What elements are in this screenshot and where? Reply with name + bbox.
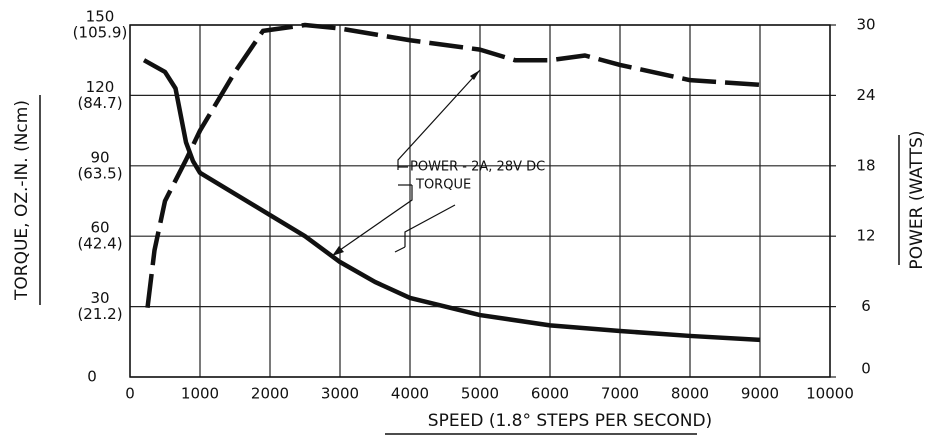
y-tick-label: 60 [90, 219, 109, 237]
leader-line [394, 246, 406, 253]
x-tick-label: 3000 [321, 385, 359, 403]
y-tick-sublabel: (63.5) [77, 164, 122, 182]
y-tick-label: 150 [86, 8, 115, 26]
x-tick-label: 7000 [601, 385, 639, 403]
leader-arrow [332, 246, 344, 256]
x-tick-label: 6000 [531, 385, 569, 403]
y-axis-title: TORQUE, OZ.-IN. (Ncm) [12, 100, 32, 301]
y2-tick-label: 24 [856, 86, 875, 104]
x-tick-label: 5000 [461, 385, 499, 403]
y-tick-sublabel: (42.4) [77, 235, 122, 253]
x-tick-label: 10000 [806, 385, 854, 403]
series-annotation: TORQUE [415, 178, 471, 193]
plot-frame [129, 24, 831, 378]
y-tick-sublabel: (84.7) [77, 94, 122, 112]
y-tick-label: 0 [87, 368, 97, 386]
x-tick-label: 4000 [391, 385, 429, 403]
x-tick-label: 8000 [671, 385, 709, 403]
leader-line [404, 204, 456, 247]
series-line [142, 58, 761, 343]
leader-arrow [470, 70, 480, 80]
x-tick-label: 2000 [251, 385, 289, 403]
y2-tick-label: 18 [856, 156, 875, 174]
y2-tick-label: 0 [861, 360, 871, 378]
y-tick-sublabel: (105.9) [73, 24, 128, 42]
y2-axis-title: POWER (WATTS) [907, 130, 927, 269]
y-tick-label: 30 [90, 289, 109, 307]
y2-tick-label: 6 [861, 297, 871, 315]
y2-tick-label: 12 [856, 227, 875, 245]
x-axis-title: SPEED (1.8° STEPS PER SECOND) [428, 411, 712, 431]
y-tick-label: 120 [86, 78, 115, 96]
leader-line [339, 185, 413, 251]
series-annotation: POWER - 2A, 28V DC [410, 160, 545, 175]
x-tick-label: 0 [125, 385, 135, 403]
x-tick-label: 9000 [741, 385, 779, 403]
y-tick-label: 90 [90, 148, 109, 166]
series-line [145, 22, 761, 309]
y2-tick-label: 30 [856, 16, 875, 34]
x-tick-label: 1000 [181, 385, 219, 403]
y-tick-sublabel: (21.2) [77, 305, 122, 323]
